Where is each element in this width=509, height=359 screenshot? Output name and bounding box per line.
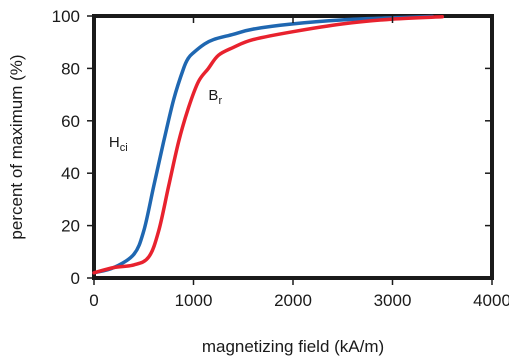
series-label-subscript: r [218, 95, 222, 107]
plot-area [92, 14, 494, 280]
y-tick-label: 60 [61, 112, 80, 131]
y-tick-label: 80 [61, 59, 80, 78]
y-tick-label: 100 [52, 7, 80, 26]
series-label-main: H [109, 134, 120, 151]
x-tick-label: 4000 [473, 291, 509, 310]
y-tick-label: 40 [61, 164, 80, 183]
x-axis-title: magnetizing field (kA/m) [202, 337, 384, 356]
annotation-layer: Hci Br [109, 87, 223, 154]
y-tick-label: 20 [61, 217, 80, 236]
y-axis-title: percent of maximum (%) [7, 54, 26, 239]
x-tick-label: 0 [89, 291, 98, 310]
series-line-br [92, 15, 445, 275]
series-label-subscript: ci [120, 142, 128, 154]
x-tick-label: 1000 [175, 291, 213, 310]
x-tick-label: 2000 [274, 291, 312, 310]
x-tick-label: 3000 [374, 291, 412, 310]
series-label-main: B [208, 87, 218, 104]
y-tick-label: 0 [71, 269, 80, 288]
series-line-hci [92, 14, 435, 275]
ticks-layer: 0 1000 2000 3000 4000 0 20 40 60 80 100 [52, 7, 509, 310]
series-label-hci: Hci [109, 134, 128, 154]
plot-frame [92, 14, 494, 280]
series-layer [92, 14, 445, 275]
series-label-br: Br [208, 87, 222, 107]
